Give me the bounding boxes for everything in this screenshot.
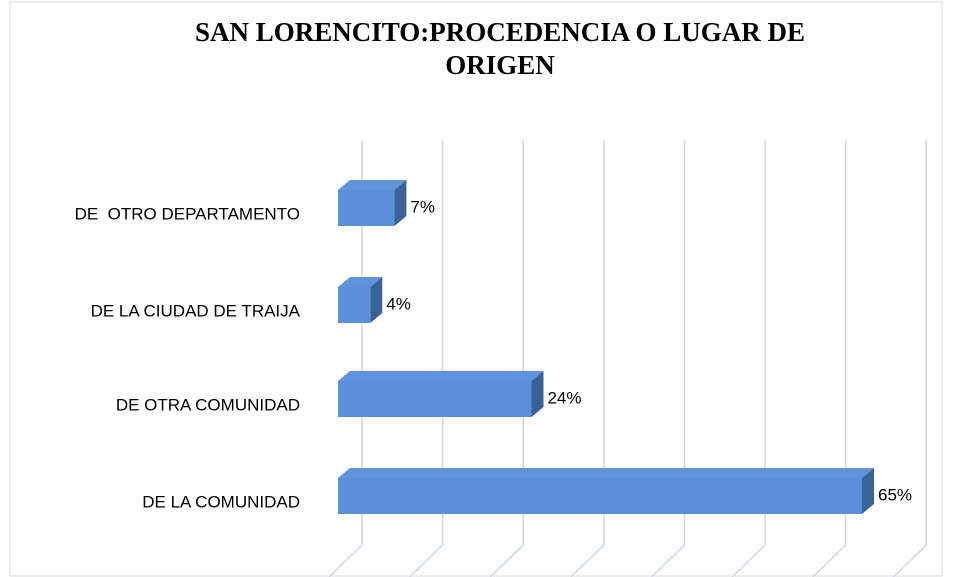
bar-side	[531, 371, 544, 417]
y-tick-label: DE OTRO DEPARTAMENTO	[75, 204, 300, 223]
y-tick-label: DE LA CIUDAD DE TRAIJA	[91, 301, 301, 320]
grid-line	[570, 140, 605, 577]
bar-front	[338, 478, 862, 514]
bar-side	[394, 180, 407, 226]
data-label: 24%	[547, 388, 581, 407]
bar-top	[338, 371, 544, 381]
bar-side	[370, 277, 383, 323]
bar-top	[338, 180, 407, 190]
grid-line	[812, 140, 847, 577]
data-label: 7%	[410, 197, 435, 216]
grid-line	[731, 140, 766, 577]
grid-line	[409, 140, 444, 577]
y-tick-label: DE OTRA COMUNIDAD	[116, 395, 300, 414]
chart-title: SAN LORENCITO:PROCEDENCIA O LUGAR DE ORI…	[194, 17, 806, 80]
bar-top	[338, 277, 383, 287]
bar-front	[338, 287, 371, 323]
grid-line	[328, 140, 363, 577]
bar	[338, 468, 874, 514]
bar	[338, 371, 544, 417]
bar-front	[338, 381, 532, 417]
grid-line	[650, 140, 686, 577]
bar	[338, 180, 407, 226]
bar-front	[338, 190, 395, 226]
data-label: 65%	[878, 485, 912, 504]
bar-top	[338, 468, 874, 478]
y-tick-label: DE LA COMUNIDAD	[142, 492, 300, 511]
data-label: 4%	[386, 294, 411, 313]
grid-line	[489, 140, 524, 577]
bar-side	[862, 468, 874, 514]
grid-line	[892, 140, 928, 577]
bar	[338, 277, 383, 323]
chart-border	[9, 1, 943, 577]
